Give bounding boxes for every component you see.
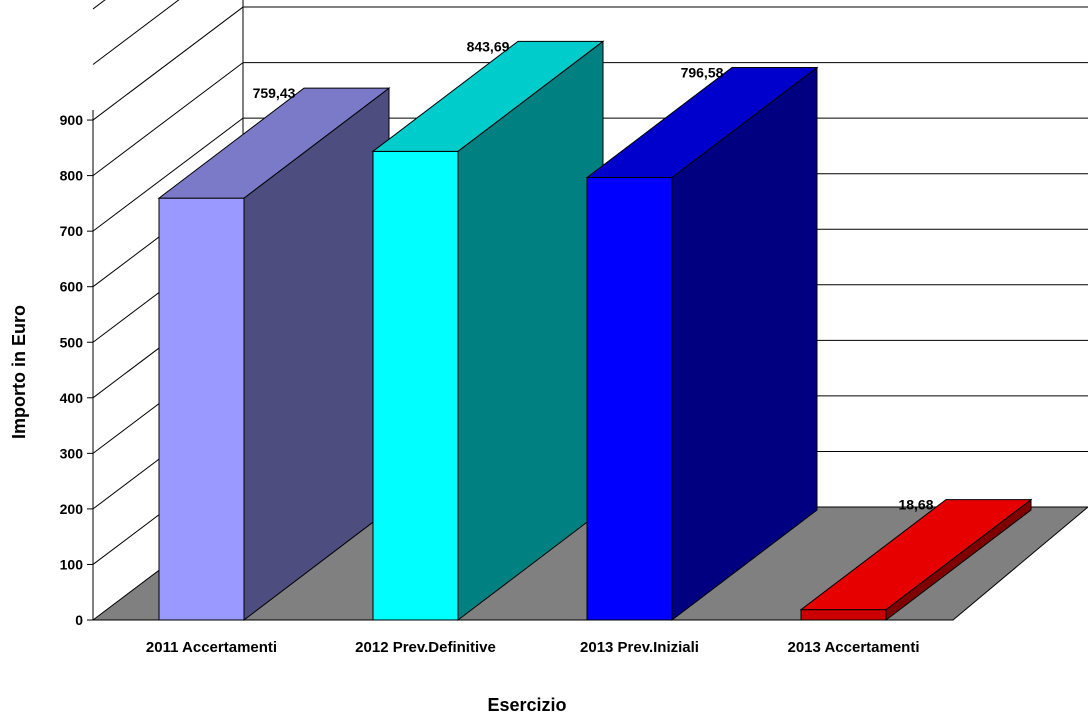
x-tick-label: 2011 Accertamenti [146,639,277,656]
bar-top [585,66,819,178]
gridline-diagonal [92,6,244,121]
y-tick-label: 900 [60,112,84,128]
y-tick-labels: 0 100 200 300 400 500 600 700 800 900 [60,112,93,628]
x-axis-title: Esercizio [487,695,566,715]
y-tick-label: 500 [60,334,84,350]
x-tick-label: 2013 Prev.Iniziali [580,639,699,656]
data-label: 843,69 [467,38,510,54]
y-tick-label: 600 [60,279,84,295]
bar-front [158,197,245,621]
y-tick-label: 800 [60,168,84,184]
bars [157,40,1033,622]
y-tick-label: 700 [60,223,84,239]
bar-top [799,499,1033,611]
y-tick-label: 200 [60,501,84,517]
bar-front [800,609,887,621]
data-label: 759,43 [253,85,296,101]
bar-top [371,40,605,152]
x-tick-labels: 2011 Accertamenti 2012 Prev.Definitive 201… [146,639,920,656]
gridline-diagonal [92,62,244,176]
gridline-diagonal [92,0,180,65]
gridline-diagonal [92,117,244,232]
data-label: 18,68 [898,497,933,513]
y-axis-title: Importo in Euro [9,305,29,439]
y-tick-label: 300 [60,445,84,461]
y-tick-label: 100 [60,556,84,572]
x-tick-label: 2012 Prev.Definitive [355,639,496,656]
bar [585,66,819,622]
bar-front [586,176,673,621]
data-label: 796,58 [681,64,724,80]
bar [157,87,391,622]
bar-top [157,87,391,199]
bar [799,498,1033,622]
bar-front [372,150,459,621]
data-labels: 759,43 843,69 796,58 18,68 [253,38,934,512]
bar [371,40,605,622]
y-tick-label: 0 [75,612,83,628]
x-tick-label: 2013 Accertamenti [787,639,919,656]
y-tick-label: 400 [60,390,84,406]
